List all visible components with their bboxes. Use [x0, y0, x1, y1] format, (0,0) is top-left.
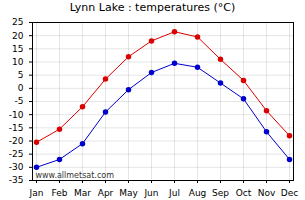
svg-text:25: 25 — [12, 17, 23, 27]
svg-text:-5: -5 — [15, 96, 24, 106]
svg-text:-25: -25 — [9, 149, 24, 159]
svg-text:Apr: Apr — [98, 188, 114, 198]
svg-text:-30: -30 — [9, 162, 24, 172]
svg-text:Mar: Mar — [74, 188, 91, 198]
svg-text:0: 0 — [18, 83, 24, 93]
svg-text:-15: -15 — [9, 123, 24, 133]
svg-text:20: 20 — [12, 31, 24, 41]
svg-text:-20: -20 — [9, 136, 24, 146]
svg-text:-10: -10 — [9, 110, 24, 120]
svg-text:Jul: Jul — [168, 188, 180, 198]
svg-text:Dec: Dec — [281, 188, 298, 198]
svg-text:Jun: Jun — [143, 188, 158, 198]
html-text:Lynn Lake : temperatures (°C): Lynn Lake : temperatures (°C) — [69, 1, 236, 14]
svg-text:Nov: Nov — [258, 188, 276, 198]
svg-text:Oct: Oct — [236, 188, 252, 198]
svg-text:May: May — [119, 188, 138, 198]
svg-text:Jan: Jan — [29, 188, 44, 198]
svg-text:Aug: Aug — [189, 188, 207, 198]
svg-text:15: 15 — [12, 44, 23, 54]
svg-text:-35: -35 — [9, 175, 24, 185]
svg-text:Feb: Feb — [52, 188, 68, 198]
svg-text:5: 5 — [18, 70, 24, 80]
svg-text:Sep: Sep — [212, 188, 229, 198]
svg-text:www.allmetsat.com: www.allmetsat.com — [36, 171, 115, 180]
svg-text:10: 10 — [12, 57, 24, 67]
